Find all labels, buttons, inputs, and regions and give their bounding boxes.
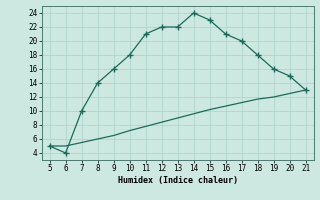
X-axis label: Humidex (Indice chaleur): Humidex (Indice chaleur) [118,176,237,185]
